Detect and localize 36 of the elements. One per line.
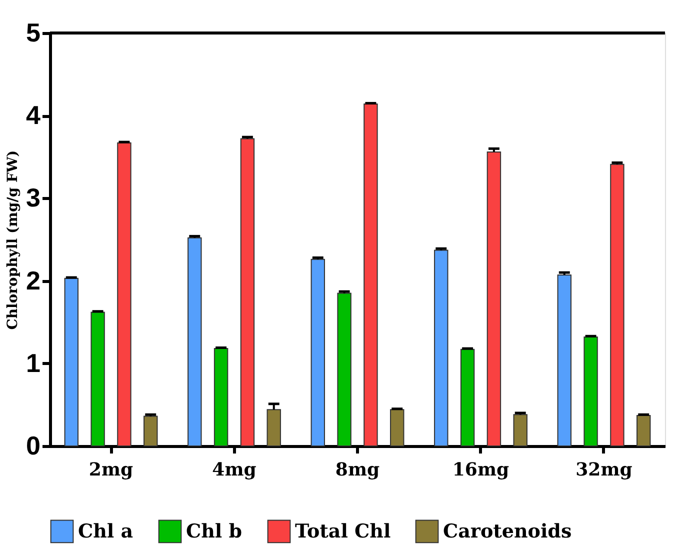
x-tick-label: 16mg bbox=[452, 460, 510, 480]
bar bbox=[144, 416, 158, 446]
bar bbox=[460, 348, 475, 446]
y-tick-label: 4 bbox=[26, 100, 42, 130]
x-tick-label: 2mg bbox=[88, 460, 134, 480]
x-tick-label: 4mg bbox=[212, 460, 257, 480]
y-tick-label: 0 bbox=[26, 430, 40, 460]
bar bbox=[636, 414, 651, 446]
bar bbox=[557, 274, 572, 446]
x-tick-label: 8mg bbox=[335, 460, 380, 480]
legend-label: Carotenoids bbox=[443, 520, 572, 542]
bar bbox=[337, 292, 352, 446]
y-tick-label: 5 bbox=[26, 18, 40, 48]
y-tick-label: 1 bbox=[26, 348, 40, 378]
y-tick-label: 2 bbox=[26, 265, 40, 296]
bar bbox=[117, 142, 132, 446]
bar bbox=[513, 414, 528, 446]
bar bbox=[390, 409, 404, 446]
bar bbox=[64, 278, 78, 446]
legend-label: Chl b bbox=[186, 520, 242, 542]
bar bbox=[364, 104, 378, 446]
bar bbox=[266, 409, 281, 446]
legend-label: Chl a bbox=[78, 520, 134, 542]
bar bbox=[90, 312, 105, 446]
y-tick-label: 3 bbox=[26, 182, 40, 213]
bar bbox=[240, 138, 255, 446]
bar bbox=[434, 250, 448, 446]
legend-label: Total Chl bbox=[295, 520, 391, 542]
bar bbox=[310, 258, 325, 446]
y-axis-title: Chlorophyll (mg/g FW) bbox=[5, 150, 22, 330]
bar bbox=[188, 237, 202, 446]
x-tick-label: 32mg bbox=[576, 460, 633, 480]
bar bbox=[584, 336, 598, 446]
bar bbox=[214, 348, 228, 446]
bar bbox=[610, 164, 624, 446]
bar bbox=[486, 151, 502, 446]
